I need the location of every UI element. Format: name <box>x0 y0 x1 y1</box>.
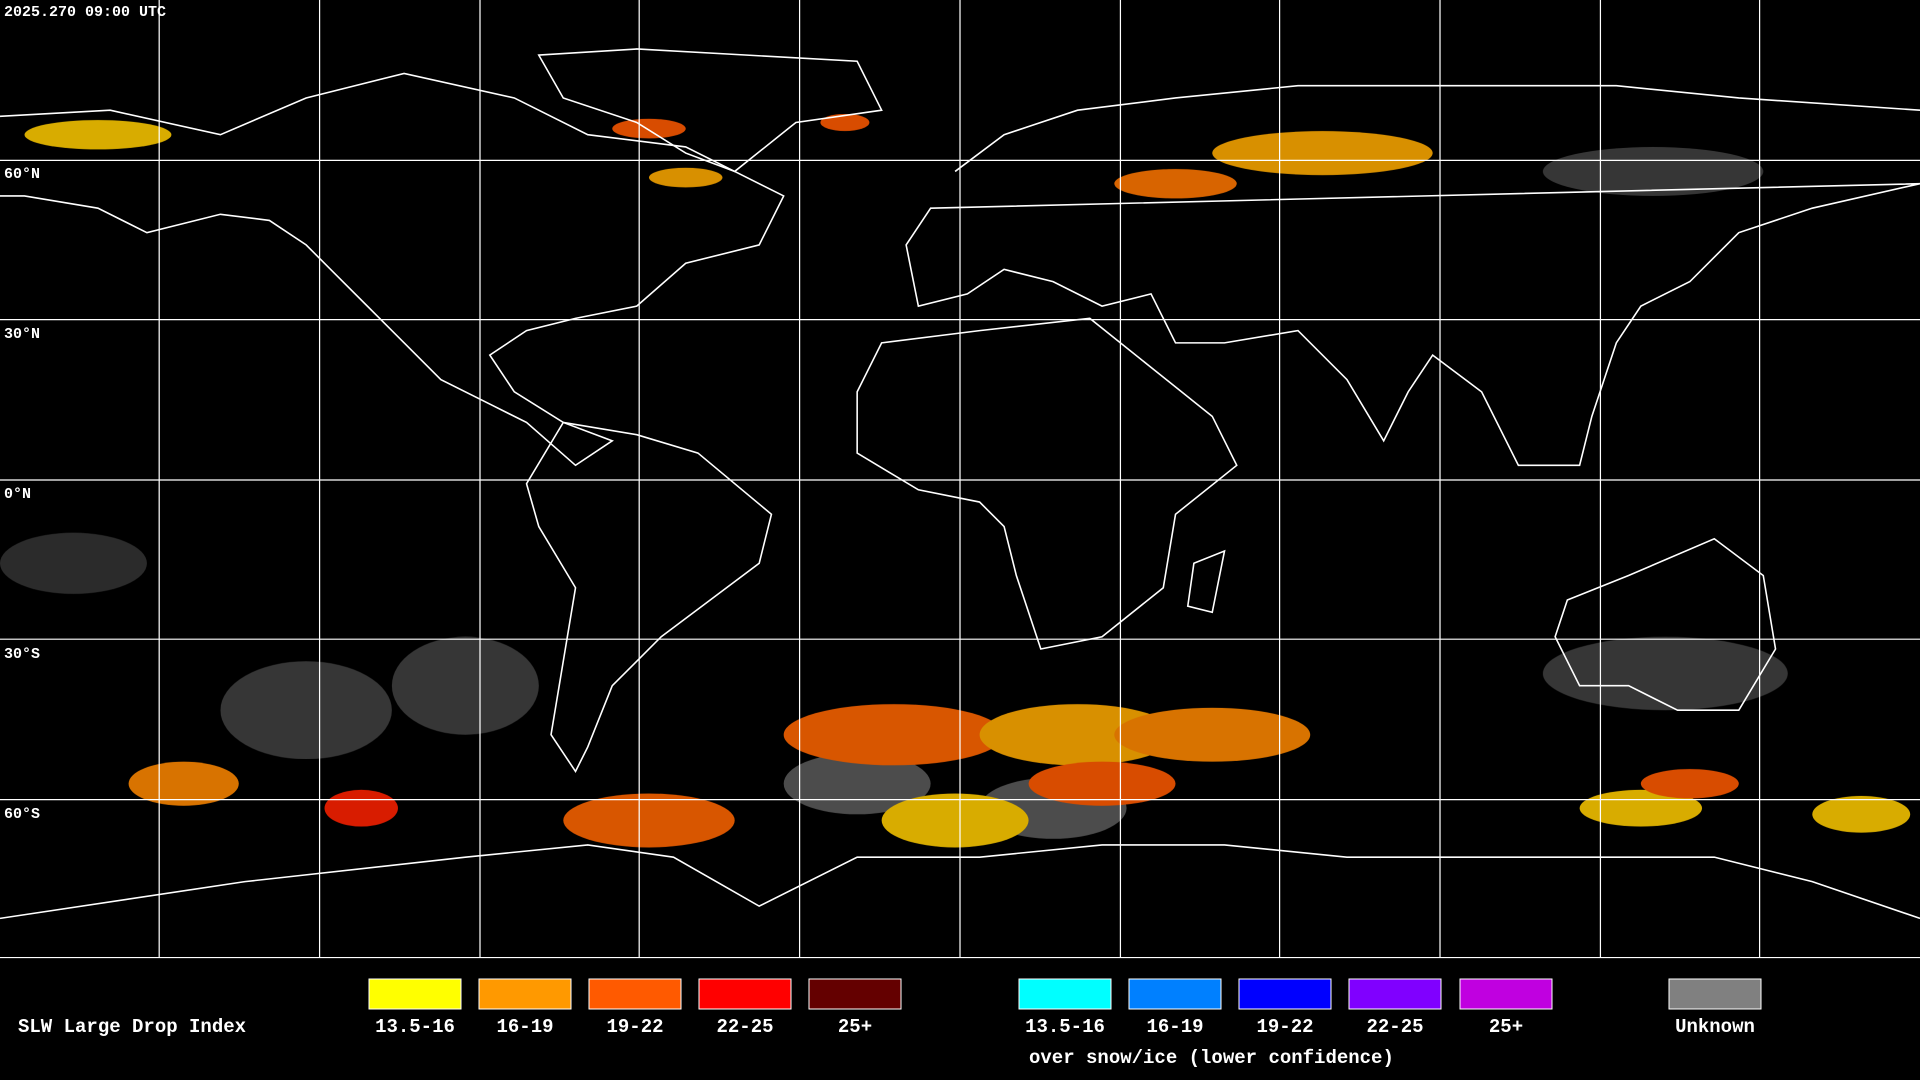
legend-swatch <box>1018 978 1112 1010</box>
madagascar <box>1186 549 1226 614</box>
legend-label: 16-19 <box>1146 1016 1203 1038</box>
legend-label: 16-19 <box>496 1016 553 1038</box>
legend-note: over snow/ice (lower confidence) <box>1029 1047 1394 1069</box>
legend-label: 19-22 <box>606 1016 663 1038</box>
legend-swatch <box>1459 978 1553 1010</box>
africa <box>856 317 1238 650</box>
legend-title: SLW Large Drop Index <box>18 1016 246 1038</box>
legend-label: 13.5-16 <box>1025 1016 1105 1038</box>
latitude-label: 30°S <box>4 646 40 663</box>
coastlines <box>0 48 1920 920</box>
legend-label: 22-25 <box>716 1016 773 1038</box>
eurasia <box>905 84 1920 467</box>
legend-swatch <box>1238 978 1332 1010</box>
greenland <box>537 48 883 173</box>
map <box>0 0 1920 959</box>
south-america <box>525 421 773 774</box>
legend-label: Unknown <box>1675 1016 1755 1038</box>
legend-swatch <box>478 978 572 1010</box>
legend-label: 25+ <box>838 1016 872 1038</box>
legend-swatch <box>698 978 792 1010</box>
legend-swatch <box>588 978 682 1010</box>
legend-label: 19-22 <box>1256 1016 1313 1038</box>
latitude-label: 60°S <box>4 806 40 823</box>
north-america <box>0 72 785 467</box>
legend-swatch <box>808 978 902 1010</box>
legend-label: 22-25 <box>1366 1016 1423 1038</box>
legend-swatch <box>368 978 462 1010</box>
latitude-label: 30°N <box>4 326 40 343</box>
legend-swatch <box>1348 978 1442 1010</box>
legend-label: 25+ <box>1489 1016 1523 1038</box>
legend-swatch <box>1668 978 1762 1010</box>
legend-label: 13.5-16 <box>375 1016 455 1038</box>
timestamp: 2025.270 09:00 UTC <box>4 4 166 21</box>
latitude-label: 60°N <box>4 166 40 183</box>
graticule <box>0 0 1920 959</box>
legend-swatch <box>1128 978 1222 1010</box>
latitude-label: 0°N <box>4 486 31 503</box>
australia <box>1554 537 1777 712</box>
antarctica <box>0 844 1920 920</box>
